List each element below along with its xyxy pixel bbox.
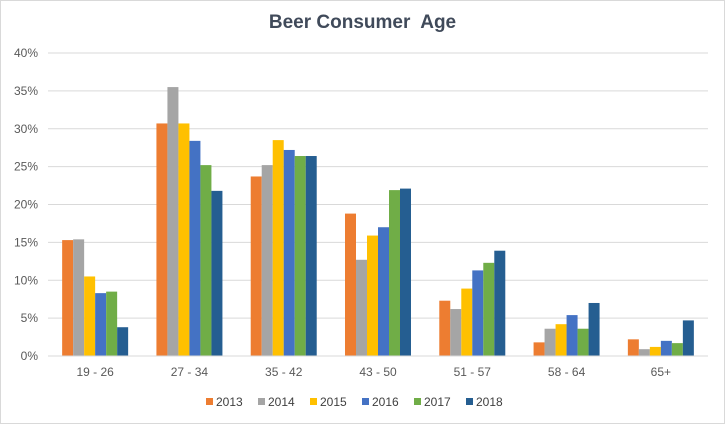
legend-swatch [414, 398, 421, 405]
bar-2014 [638, 349, 650, 356]
bar-2014 [356, 259, 367, 356]
bar-2015 [649, 346, 661, 356]
y-tick-label: 25% [14, 160, 38, 174]
bar-2018 [211, 190, 223, 356]
bar-2013 [439, 300, 451, 356]
x-tick-label: 27 - 34 [171, 365, 209, 379]
bar-2018 [305, 156, 317, 356]
bar-2017 [389, 190, 400, 356]
bar-2014 [261, 165, 273, 356]
bar-2016 [189, 140, 201, 356]
legend-swatch [258, 398, 265, 405]
bar-2013 [533, 342, 545, 356]
bar-2018 [682, 320, 694, 356]
legend-swatch [466, 398, 473, 405]
legend-label: 2018 [476, 395, 503, 409]
bar-2016 [660, 340, 672, 356]
bar-2015 [555, 324, 567, 356]
bar-2014 [73, 239, 85, 356]
y-tick-label: 35% [14, 84, 38, 98]
legend-label: 2015 [320, 395, 347, 409]
bar-2017 [671, 343, 683, 356]
y-tick-label: 5% [21, 311, 39, 325]
legend-label: 2013 [216, 395, 243, 409]
bar-2016 [378, 227, 389, 356]
legend-label: 2016 [372, 395, 399, 409]
bar-2013 [345, 213, 356, 356]
bar-2013 [250, 176, 262, 356]
bar-2013 [627, 339, 639, 356]
legend-label: 2014 [268, 395, 295, 409]
x-tick-label: 43 - 50 [359, 365, 397, 379]
bar-2017 [294, 156, 306, 356]
x-tick-label: 19 - 26 [76, 365, 114, 379]
bar-2013 [62, 240, 74, 356]
y-tick-label: 10% [14, 273, 38, 287]
bar-2014 [167, 87, 179, 357]
legend-swatch [310, 398, 317, 405]
y-tick-label: 0% [21, 349, 39, 363]
y-tick-label: 30% [14, 122, 38, 136]
bar-2017 [483, 262, 495, 356]
bar-2018 [494, 250, 506, 356]
legend-swatch [206, 398, 213, 405]
bar-2016 [95, 293, 107, 356]
bar-2015 [272, 140, 284, 356]
y-tick-label: 20% [14, 198, 38, 212]
bar-2015 [84, 276, 96, 356]
bar-2018 [588, 302, 600, 356]
bar-2016 [566, 315, 578, 356]
bar-2015 [461, 288, 473, 356]
legend-label: 2017 [424, 395, 451, 409]
x-tick-label: 58 - 64 [548, 365, 586, 379]
bar-2015 [178, 123, 190, 356]
bar-2017 [200, 165, 212, 356]
bar-2015 [367, 235, 378, 356]
chart-title: Beer Consumer Age [268, 12, 457, 33]
bar-2014 [450, 309, 462, 356]
x-tick-label: 51 - 57 [454, 365, 492, 379]
bar-2016 [472, 270, 484, 356]
legend-swatch [362, 398, 369, 405]
x-tick-label: 65+ [651, 365, 671, 379]
bar-2016 [283, 149, 295, 356]
x-tick-label: 35 - 42 [265, 365, 303, 379]
bar-2013 [156, 123, 168, 356]
bar-2014 [544, 328, 556, 356]
bar-2017 [106, 291, 118, 356]
y-tick-label: 15% [14, 235, 38, 249]
y-tick-label: 40% [14, 46, 38, 60]
bar-2018 [117, 327, 129, 356]
bar-2018 [400, 188, 411, 356]
bar-2017 [577, 328, 589, 356]
